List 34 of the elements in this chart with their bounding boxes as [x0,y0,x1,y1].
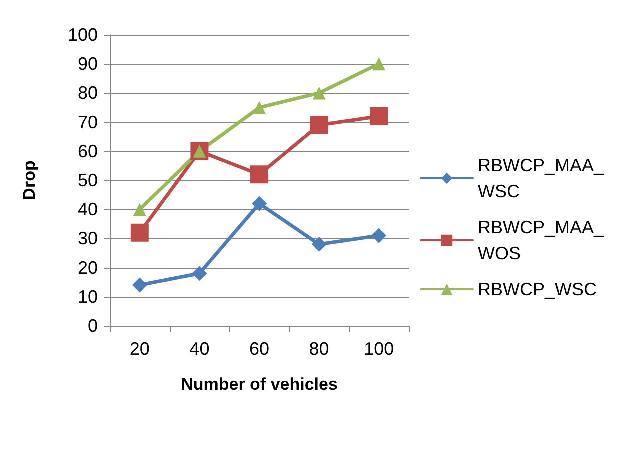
legend-label: RBWCP_WSC [478,280,598,300]
y-tick-label: 100 [68,25,98,45]
x-tick-label: 40 [190,339,210,359]
x-tick-label: 20 [130,339,150,359]
legend-label: RBWCP_MAA_WSC [478,156,606,202]
y-tick-label: 30 [78,228,98,249]
point [310,116,328,134]
y-tick-label: 40 [78,200,98,220]
x-tick-label: 80 [309,339,330,359]
y-tick-label: 60 [78,141,98,162]
point [372,58,386,71]
point [250,166,268,184]
point [133,203,146,216]
x-tick-label: 60 [249,339,270,359]
y-tick-label: 10 [78,286,98,307]
point [312,237,327,252]
point [372,228,387,244]
y-tick-label: 0 [88,316,98,336]
point [130,224,149,242]
point [252,196,267,212]
y-axis-title: Drop [20,160,39,200]
y-tick-label: 20 [78,258,98,278]
point [132,278,148,293]
point [192,266,208,282]
point [370,107,388,126]
y-tick-label: 80 [78,83,98,104]
point [253,101,266,114]
y-tick-label: 50 [78,170,98,190]
y-tick-label: 90 [78,54,98,74]
legend-label: RBWCP_MAA_WOS [478,218,606,264]
y-tick-label: 70 [78,112,98,132]
x-axis-title: Number of vehicles [181,375,338,394]
x-tick-label: 100 [364,339,394,359]
point [312,86,326,100]
